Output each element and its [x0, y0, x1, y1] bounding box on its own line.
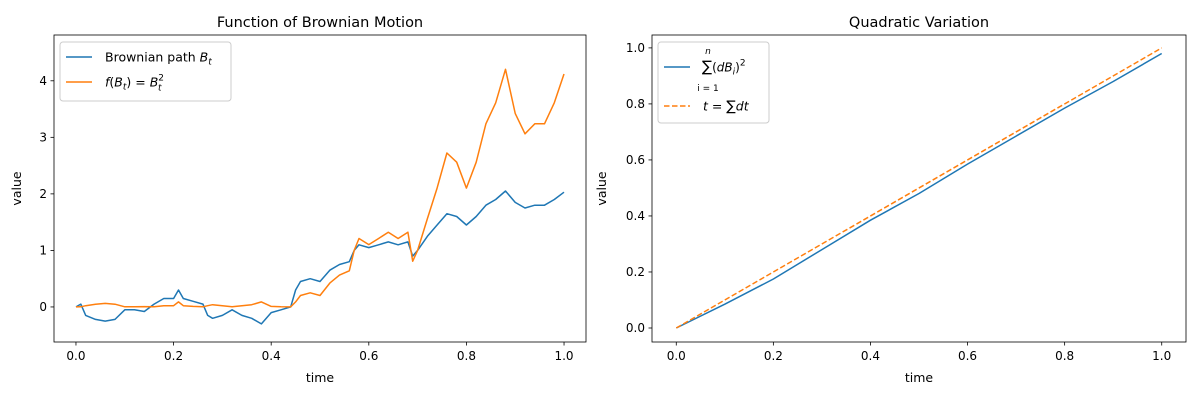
x-tick-label: 1.0 — [1152, 349, 1171, 363]
x-tick-label: 0.8 — [1055, 349, 1074, 363]
series-line-1 — [675, 52, 1163, 329]
series-line-1 — [75, 190, 565, 325]
y-tick-label: 0.2 — [626, 265, 645, 279]
legend: ∑(dBi)2n i = 1 t = ∑dt — [657, 41, 770, 124]
x-tick-label: 0.4 — [262, 349, 281, 363]
axes-frame — [651, 34, 1187, 343]
y-tick-label: 0.4 — [626, 209, 645, 223]
y-axis-label: value — [594, 171, 609, 205]
y-tick-label: 1 — [39, 243, 47, 257]
sum-upper-limit: n — [705, 47, 711, 57]
x-tick-label: 1.0 — [554, 349, 573, 363]
y-tick-label: 0.8 — [626, 97, 645, 111]
x-tick-label: 0.6 — [359, 349, 378, 363]
series-line-2 — [75, 68, 565, 308]
y-tick-label: 0.6 — [626, 153, 645, 167]
y-tick-label: 0 — [39, 300, 47, 314]
chart-title: Quadratic Variation — [849, 15, 989, 31]
y-tick-label: 2 — [39, 187, 47, 201]
x-tick-label: 0.0 — [66, 349, 85, 363]
legend-box — [657, 41, 770, 124]
legend-box — [59, 41, 232, 102]
chart-2: 0.0 0.2 0.4 0.6 0.8 1.0 0.0 0.2 0.4 0.6 0.8 1.0 Quad… — [594, 15, 1187, 385]
legend-label-2: t = ∑dt — [703, 99, 750, 115]
y-tick-label: 1.0 — [626, 41, 645, 55]
x-tick-label: 0.0 — [667, 349, 686, 363]
x-axis-label: time — [306, 370, 335, 385]
x-tick-label: 0.6 — [958, 349, 977, 363]
y-tick-label: 4 — [39, 74, 47, 88]
x-axis-label: time — [905, 370, 934, 385]
x-tick-label: 0.8 — [457, 349, 476, 363]
axes-frame — [53, 34, 587, 343]
x-tick-label: 0.2 — [764, 349, 783, 363]
x-tick-label: 0.4 — [861, 349, 880, 363]
sum-lower-limit: i = 1 — [697, 84, 719, 94]
x-tick-label: 0.2 — [164, 349, 183, 363]
series-line-2 — [675, 47, 1163, 329]
y-axis-label: value — [9, 171, 24, 205]
legend-label-1: Brownian path Bt — [105, 50, 212, 68]
legend: Brownian path Bt f(Bt) = B2 t — [59, 41, 232, 102]
chart-1: 0.0 0.2 0.4 0.6 0.8 1.0 0 1 2 3 4 Function of Brown… — [9, 15, 587, 385]
y-tick-label: 3 — [39, 130, 47, 144]
legend-label-1: ∑(dBi)2 — [702, 58, 746, 78]
chart-title: Function of Brownian Motion — [217, 15, 423, 31]
y-tick-label: 0.0 — [626, 321, 645, 335]
legend-label-2: f(Bt) = B2 t — [105, 74, 164, 94]
